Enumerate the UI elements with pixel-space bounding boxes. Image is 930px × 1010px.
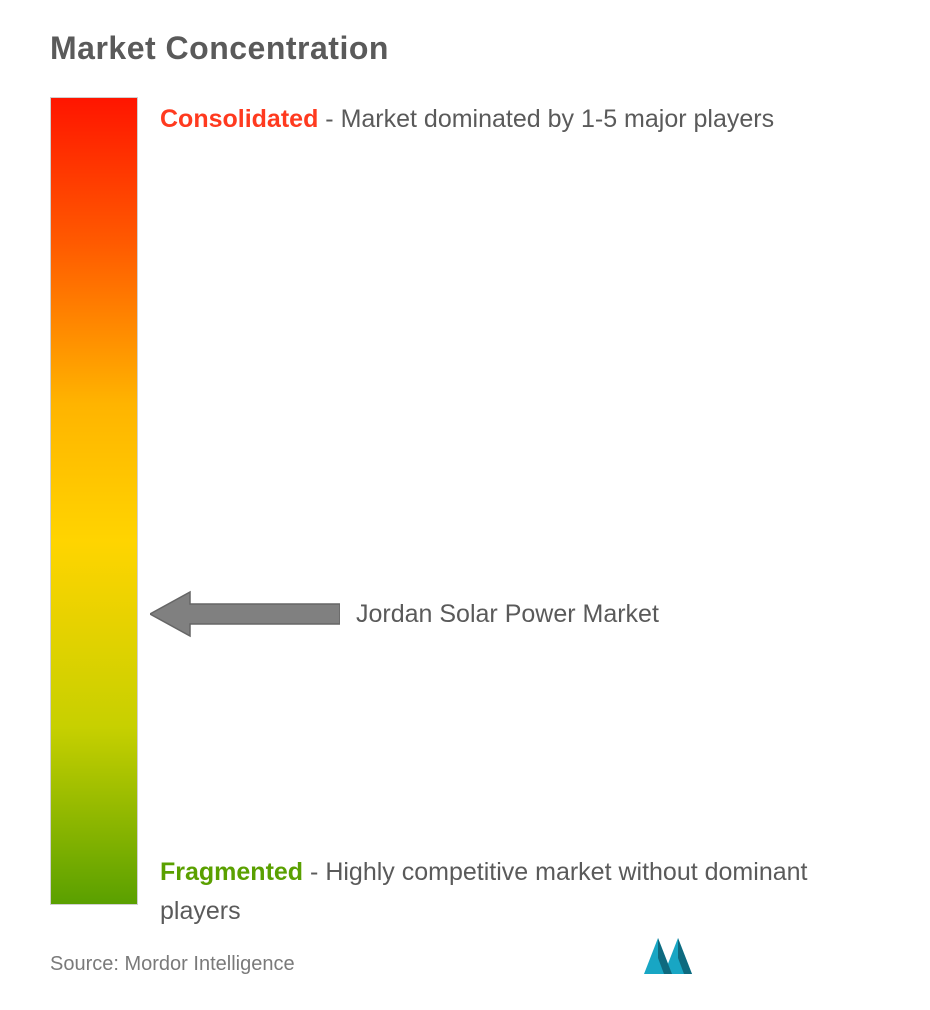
market-position-arrow-group: Jordan Solar Power Market [150, 590, 659, 638]
concentration-gradient-bar [50, 97, 138, 905]
chart-title: Market Concentration [50, 30, 890, 67]
chart-content: Consolidated - Market dominated by 1-5 m… [50, 97, 890, 947]
fragmented-label: Fragmented - Highly competitive market w… [160, 853, 860, 931]
source-attribution: Source: Mordor Intelligence [50, 953, 295, 976]
arrow-left-icon [150, 590, 340, 638]
consolidated-strong: Consolidated [160, 105, 318, 133]
consolidated-desc: - Market dominated by 1-5 major players [325, 105, 774, 133]
market-name-label: Jordan Solar Power Market [356, 600, 659, 629]
mordor-logo-icon [640, 934, 710, 978]
consolidated-label: Consolidated - Market dominated by 1-5 m… [160, 105, 774, 134]
fragmented-strong: Fragmented [160, 858, 303, 886]
